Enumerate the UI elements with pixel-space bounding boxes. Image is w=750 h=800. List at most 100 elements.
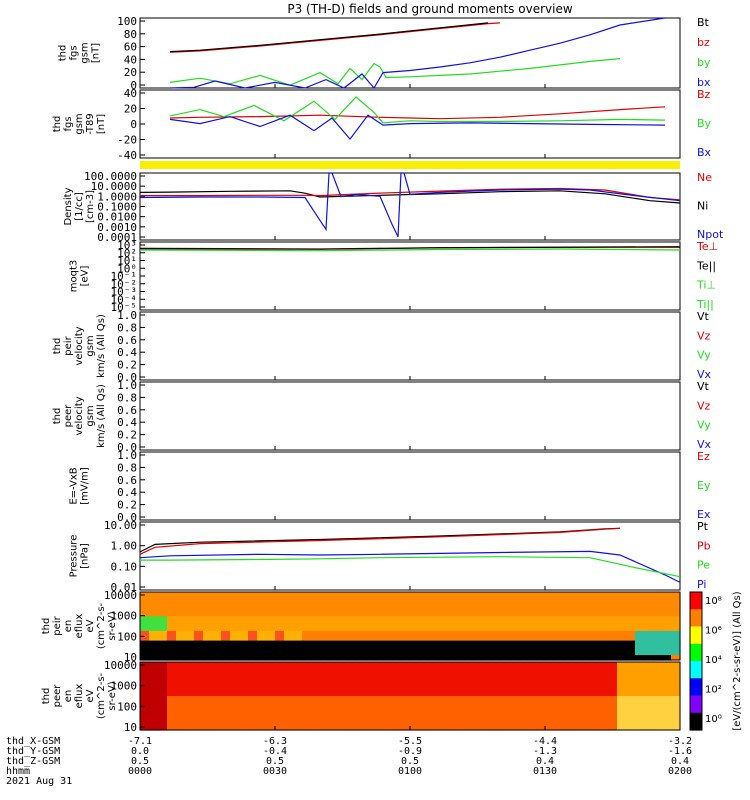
heatmap-cell (653, 710, 663, 717)
heatmap-cell (293, 710, 303, 717)
heatmap-cell (320, 681, 330, 687)
heatmap-cell (401, 630, 411, 637)
heatmap-cell (356, 601, 366, 608)
heatmap-cell (374, 621, 384, 627)
heatmap-cell (590, 611, 600, 617)
heatmap-cell (158, 676, 168, 683)
heatmap-cell (221, 650, 231, 656)
heatmap-cell (644, 720, 654, 726)
heatmap-cell (158, 630, 168, 637)
heatmap-cell (608, 635, 618, 642)
y-axis-label-line: [1/cc] (74, 192, 85, 221)
heatmap-cell (239, 725, 249, 731)
heatmap-cell (158, 715, 168, 721)
heatmap-cell (230, 621, 240, 627)
x-axis-row-name: thd_Y-GSM (6, 746, 60, 757)
heatmap-cell (338, 601, 348, 608)
heatmap-cell (536, 655, 546, 661)
heatmap-cell (140, 596, 150, 603)
heatmap-cell (365, 611, 375, 617)
heatmap-cell (464, 676, 474, 683)
heatmap-cell (473, 720, 483, 726)
heatmap-cell (302, 681, 312, 687)
heatmap-cell (374, 611, 384, 617)
heatmap-cell (644, 691, 654, 697)
heatmap-cell (239, 601, 249, 608)
series-line-by (169, 58, 621, 86)
heatmap-cell (446, 645, 456, 651)
heatmap-cell (473, 616, 483, 622)
heatmap-cell (608, 611, 618, 617)
y-axis-label-line: fgs (63, 116, 74, 131)
legend-label: By (697, 117, 712, 130)
heatmap-cell (266, 696, 276, 702)
heatmap-cell (185, 710, 195, 717)
heatmap-cell (491, 710, 501, 717)
heatmap-cell (275, 601, 285, 608)
x-axis-value: 0.5 (266, 756, 284, 767)
heatmap-cell (572, 655, 582, 661)
heatmap-cell (509, 645, 519, 651)
heatmap-cell (149, 616, 159, 622)
heatmap-cell (437, 700, 447, 707)
heatmap-cell (329, 592, 339, 598)
heatmap-cell (446, 626, 456, 632)
heatmap-cell (635, 686, 645, 692)
heatmap-cell (563, 691, 573, 697)
heatmap-cell (203, 696, 213, 702)
heatmap-cell (140, 725, 150, 731)
heatmap-cell (671, 611, 681, 617)
heatmap-cell (158, 681, 168, 687)
heatmap-cell (536, 686, 546, 692)
heatmap-cell (527, 655, 537, 661)
heatmap-cell (455, 676, 465, 683)
heatmap-cell (554, 671, 564, 678)
heatmap-cell (374, 715, 384, 721)
heatmap-cell (203, 705, 213, 712)
heatmap-cell (653, 676, 663, 683)
heatmap-cell (140, 676, 150, 683)
heatmap-cell (284, 691, 294, 697)
heatmap-cell (455, 626, 465, 632)
heatmap-cell (617, 655, 627, 661)
heatmap-cell (410, 640, 420, 647)
heatmap-cell (518, 606, 528, 613)
heatmap-cell (329, 686, 339, 692)
heatmap-cell (239, 696, 249, 702)
heatmap-cell (266, 725, 276, 731)
heatmap-cell (329, 691, 339, 697)
heatmap-cell (635, 616, 645, 622)
heatmap-cell (617, 691, 627, 697)
heatmap-cell (248, 630, 258, 637)
heatmap-cell (590, 681, 600, 687)
heatmap-cell (221, 596, 231, 603)
heatmap-cell (455, 662, 465, 668)
heatmap-cell (455, 655, 465, 661)
y-tick-label: 0.1000 (97, 201, 137, 214)
heatmap-cell (635, 666, 645, 673)
heatmap-cell (536, 621, 546, 627)
heatmap-cell (437, 611, 447, 617)
heatmap-cell (527, 710, 537, 717)
heatmap-cell (473, 606, 483, 613)
heatmap-cell (284, 686, 294, 692)
heatmap-cell (671, 650, 681, 656)
heatmap-cell (410, 655, 420, 661)
heatmap-cell (563, 671, 573, 678)
heatmap-cell (536, 671, 546, 678)
heatmap-cell (140, 696, 150, 702)
heatmap-cell (329, 630, 339, 637)
heatmap-cell (428, 630, 438, 637)
heatmap-cell (338, 626, 348, 632)
heatmap-cell (401, 606, 411, 613)
heatmap-cell (401, 671, 411, 678)
heatmap-cell (212, 650, 222, 656)
heatmap-cell (356, 592, 366, 598)
heatmap-cell (500, 650, 510, 656)
heatmap-cell (392, 705, 402, 712)
heatmap-cell (401, 592, 411, 598)
heatmap-cell (149, 686, 159, 692)
heatmap-cell (617, 626, 627, 632)
heatmap-cell (608, 681, 618, 687)
heatmap-cell (302, 630, 312, 637)
